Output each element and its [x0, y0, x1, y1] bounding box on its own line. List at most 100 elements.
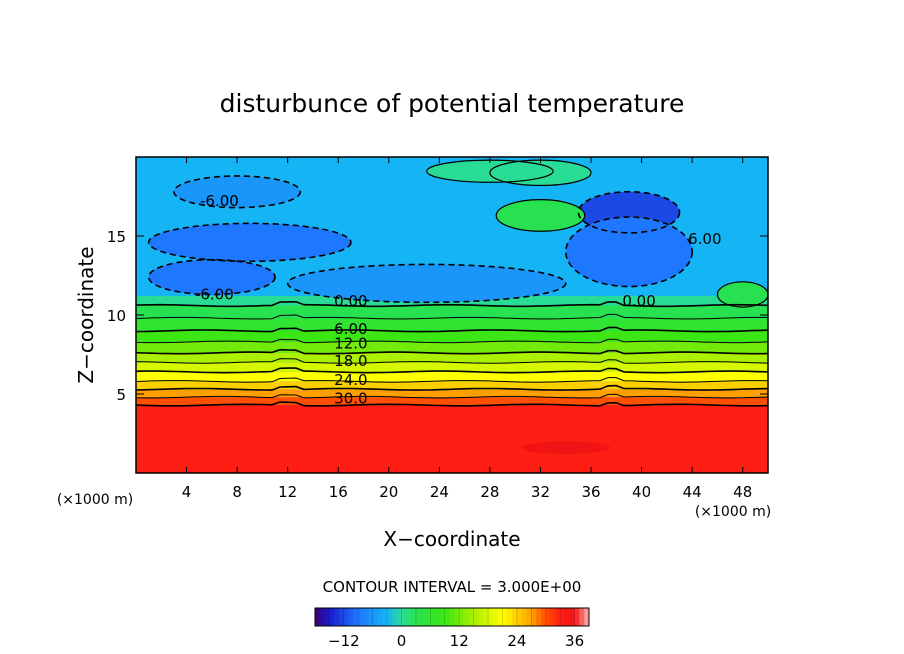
colorbar-segment-1	[319, 608, 325, 626]
colorbar-segment-25	[435, 608, 441, 626]
field-band-10	[136, 305, 768, 319]
colorbar-tick-label-0: −12	[328, 632, 360, 650]
colorbar-segment-22	[420, 608, 426, 626]
colorbar-segment-36	[488, 608, 494, 626]
field-band-9	[136, 318, 768, 331]
contour-line-6	[136, 348, 768, 355]
colorbar-segment-27	[444, 608, 450, 626]
colorbar-segments	[314, 607, 590, 627]
contour-label-8: 24.0	[334, 371, 367, 389]
colorbar-segment-53	[569, 608, 575, 626]
colorbar-segment-23	[425, 608, 431, 626]
colorbar-segment-42	[516, 608, 523, 626]
colorbar-segment-40	[507, 608, 513, 626]
field-band-4	[136, 371, 768, 382]
colorbar-segment-2	[324, 608, 330, 626]
colorbar-segment-52	[564, 608, 571, 626]
colorbar-segment-11	[367, 608, 373, 626]
colorbar-segment-6	[343, 608, 349, 626]
contour-line-7	[136, 338, 768, 344]
colorbar-segment-21	[415, 608, 422, 626]
field-cold-patch-2	[287, 264, 566, 303]
colorbar-segment-14	[382, 608, 388, 626]
colorbar-tick-label-2: 12	[450, 632, 469, 650]
colorbar-segment-32	[468, 608, 474, 626]
colorbar-segment-20	[411, 608, 417, 626]
x-tick-label-3: 16	[329, 483, 348, 501]
contour-positive-0	[495, 199, 586, 232]
field-band-0	[136, 405, 768, 473]
contour-label-6: 12.0	[334, 334, 367, 352]
colorbar-segment-17	[396, 608, 402, 626]
contour-negative-5	[173, 175, 302, 209]
colorbar-frame	[314, 607, 590, 627]
colorbar-tick-label-1: 0	[397, 632, 407, 650]
colorbar-segment-10	[363, 608, 369, 626]
contour-negative-0	[147, 222, 352, 263]
plot-area: -6.00-6.006.000.00 0.006.0012.018.024.030…	[135, 156, 769, 474]
x-tick-label-9: 40	[632, 483, 651, 501]
field-cold-patch-1	[148, 259, 276, 295]
contour-lines	[136, 159, 768, 407]
contour-negative-2	[286, 263, 567, 304]
x-tick-label-11: 48	[733, 483, 752, 501]
contour-negative-1	[147, 258, 276, 296]
heatmap-field	[136, 157, 768, 473]
contour-interval-label: CONTOUR INTERVAL = 3.000E+00	[323, 578, 582, 596]
contour-label-2: 6.00	[688, 230, 721, 248]
y-axis-unit: (×1000 m)	[57, 492, 133, 508]
colorbar-segment-24	[430, 608, 436, 626]
colorbar-segment-43	[521, 608, 527, 626]
field-cold-patch-0	[148, 223, 351, 262]
field-band-8	[136, 330, 768, 342]
colorbar-segment-28	[449, 608, 455, 626]
colorbar-segment-50	[555, 608, 561, 626]
field-warm-patch-0	[496, 199, 585, 232]
colorbar-segment-18	[401, 608, 407, 626]
colorbar-segment-0	[315, 608, 321, 626]
colorbar-segment-56	[584, 608, 590, 626]
x-tick-label-6: 28	[480, 483, 499, 501]
contour-label-1: -6.00	[195, 285, 234, 303]
x-tick-label-1: 8	[232, 483, 242, 501]
y-tick-label-2: 15	[107, 228, 126, 246]
contour-line-10	[136, 300, 768, 308]
x-tick-label-0: 4	[182, 483, 192, 501]
colorbar-segment-41	[512, 608, 518, 626]
field-band-5	[136, 362, 768, 372]
field-band-2	[136, 389, 768, 398]
y-axis-label: Z−coordinate	[74, 246, 98, 383]
field-band-7	[136, 341, 768, 353]
colorbar-segment-30	[459, 608, 465, 626]
colorbar-segment-16	[391, 608, 398, 626]
colorbar-segment-3	[329, 608, 335, 626]
contour-line-0	[136, 401, 768, 407]
x-tick-label-2: 12	[278, 483, 297, 501]
colorbar-segment-47	[540, 608, 547, 626]
colorbar-segment-51	[560, 608, 566, 626]
colorbar: −12 0 12 24 36	[314, 607, 590, 650]
contour-line-2	[136, 384, 768, 391]
contour-line-4	[136, 367, 768, 374]
field-band-1	[136, 397, 768, 406]
colorbar-segment-33	[473, 608, 479, 626]
x-tick-label-8: 36	[581, 483, 600, 501]
colorbar-tick-label-4: 36	[565, 632, 584, 650]
contour-negative-4	[564, 216, 693, 288]
colorbar-segment-5	[339, 608, 345, 626]
colorbar-segment-7	[348, 608, 354, 626]
contour-label-4: 0.00	[622, 292, 655, 310]
contour-line-9	[136, 313, 768, 320]
colorbar-tick-label-3: 24	[507, 632, 526, 650]
colorbar-segment-29	[454, 608, 460, 626]
field-hot-spot	[521, 441, 610, 455]
colorbar-segment-48	[545, 608, 551, 626]
colorbar-segment-15	[387, 608, 393, 626]
field-cold-patch-4	[565, 217, 693, 287]
contour-line-8	[136, 326, 768, 333]
colorbar-segment-54	[574, 608, 580, 626]
x-tick-label-7: 32	[531, 483, 550, 501]
colorbar-segment-4	[334, 608, 340, 626]
field-band-6	[136, 352, 768, 363]
